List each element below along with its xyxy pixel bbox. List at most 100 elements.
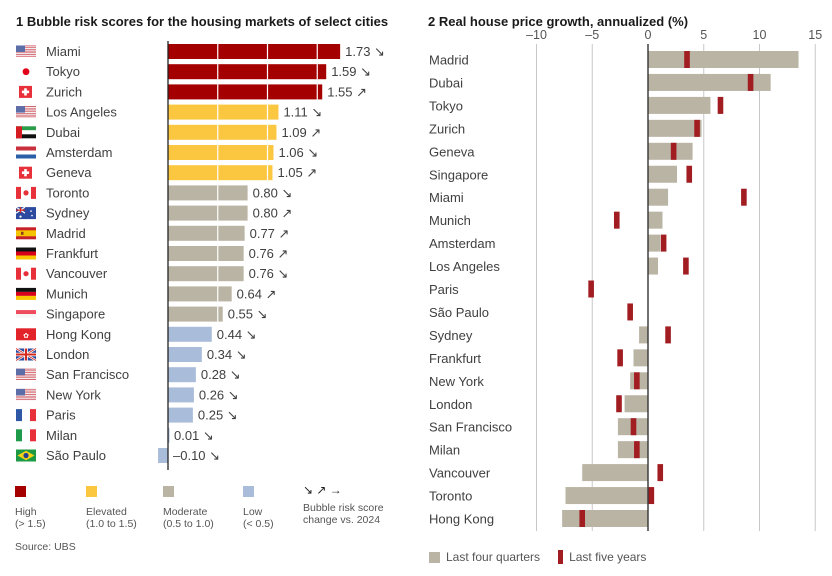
bar-row-geneva: Geneva 1.05 ↗ bbox=[19, 165, 317, 181]
city-label: Amsterdam bbox=[46, 145, 112, 160]
marker-last-five-years bbox=[660, 234, 667, 252]
flag-part bbox=[31, 267, 36, 280]
x-tick-label: 15 bbox=[808, 28, 822, 42]
flag-part bbox=[16, 291, 36, 296]
bar-row-singapore: Singapore 0.55 ↘ bbox=[16, 306, 268, 322]
flag-part bbox=[16, 267, 21, 280]
flag-part bbox=[16, 375, 36, 377]
city-label: London bbox=[46, 347, 89, 362]
marker-last-five-years bbox=[747, 73, 754, 91]
x-tick-label: 5 bbox=[700, 28, 707, 42]
flag-part bbox=[16, 429, 22, 442]
city-label: Los Angeles bbox=[429, 259, 500, 274]
bar-last-four-quarters bbox=[648, 96, 711, 114]
flag-part bbox=[16, 116, 36, 118]
flag-it-icon bbox=[16, 429, 36, 442]
bar-row-madrid: Madrid 0.77 ↗ bbox=[16, 225, 289, 241]
city-label: Geneva bbox=[429, 144, 475, 159]
city-label: Madrid bbox=[46, 226, 86, 241]
marker-last-five-years bbox=[634, 372, 640, 390]
bar-row-miami: Miami 1.73 ↘ bbox=[16, 44, 385, 59]
risk-bar bbox=[168, 427, 170, 443]
city-label: Madrid bbox=[429, 53, 469, 68]
legend-range-high: (> 1.5) bbox=[15, 518, 46, 530]
flag-part bbox=[16, 46, 36, 48]
growth-row-dubai: Dubai bbox=[429, 73, 771, 91]
city-label: San Francisco bbox=[46, 367, 129, 382]
flag-us-icon bbox=[16, 368, 36, 380]
risk-bar bbox=[168, 64, 327, 80]
bar-last-four-quarters bbox=[562, 510, 648, 527]
flag-part bbox=[16, 397, 36, 399]
flag-part bbox=[30, 210, 32, 212]
bar-last-four-quarters bbox=[582, 464, 648, 482]
flag-part bbox=[30, 409, 36, 422]
city-label: Dubai bbox=[429, 75, 463, 90]
city-label: Amsterdam bbox=[429, 236, 495, 251]
value-label: 1.05 ↗ bbox=[277, 165, 317, 180]
marker-last-five-years bbox=[717, 96, 724, 114]
city-label: Frankfurt bbox=[46, 246, 98, 261]
risk-bar bbox=[168, 347, 202, 362]
flag-part bbox=[16, 374, 36, 376]
arrow-legend-line2: change vs. 2024 bbox=[303, 514, 381, 526]
flag-part bbox=[21, 90, 30, 94]
city-label: Milan bbox=[46, 428, 77, 443]
value-label: 0.34 ↘ bbox=[207, 347, 247, 362]
flag-part bbox=[19, 215, 22, 218]
city-label: Singapore bbox=[46, 307, 105, 322]
flag-part bbox=[16, 112, 36, 114]
flag-part bbox=[16, 392, 36, 394]
city-label: São Paulo bbox=[429, 305, 489, 320]
flag-part bbox=[16, 295, 36, 300]
flag-part bbox=[16, 328, 36, 341]
city-label: Toronto bbox=[429, 489, 472, 504]
flag-part bbox=[16, 48, 36, 50]
flag-part bbox=[16, 391, 36, 393]
growth-row-sao-paulo: São Paulo bbox=[429, 303, 633, 321]
city-label: Vancouver bbox=[46, 266, 108, 281]
city-label: Singapore bbox=[429, 167, 488, 182]
bar-row-frankfurt: Frankfurt 0.76 ↗ bbox=[16, 246, 288, 261]
bubble-risk-chart: Miami 1.73 ↘ Tokyo 1.59 ↘ Zurich 1.55 ↗ Los An… bbox=[15, 41, 385, 470]
flag-part bbox=[21, 171, 30, 174]
flag-part bbox=[16, 112, 36, 113]
legend-range-elevated: (1.0 to 1.5) bbox=[86, 518, 137, 530]
flag-part bbox=[16, 108, 36, 110]
flag-part bbox=[16, 348, 36, 361]
marker-last-five-years bbox=[657, 464, 664, 482]
bar-last-four-quarters bbox=[648, 188, 669, 206]
legend-label-high: High bbox=[15, 506, 37, 518]
flag-part bbox=[16, 54, 36, 56]
flag-part bbox=[16, 396, 36, 398]
bar-row-vancouver: Vancouver 0.76 ↘ bbox=[16, 266, 288, 282]
flag-part bbox=[23, 190, 29, 196]
marker-last-five-years bbox=[630, 418, 637, 436]
value-label: 0.55 ↘ bbox=[228, 307, 268, 322]
chart2-title: 2 Real house price growth, annualized (%… bbox=[428, 14, 689, 29]
risk-bar bbox=[168, 145, 274, 160]
growth-row-paris: Paris bbox=[429, 280, 594, 298]
risk-bar bbox=[158, 448, 168, 463]
legend-low: Low (< 0.5) bbox=[243, 486, 274, 530]
flag-nl-icon bbox=[16, 146, 36, 159]
value-label: 1.11 ↘ bbox=[283, 105, 322, 120]
bar-row-sydney: Sydney 0.80 ↗ bbox=[15, 205, 292, 221]
flag-part bbox=[16, 369, 36, 371]
legend-swatch-low bbox=[243, 486, 254, 497]
growth-row-san-francisco: San Francisco bbox=[429, 418, 648, 436]
flag-part bbox=[16, 134, 36, 139]
flag-part bbox=[16, 45, 25, 52]
value-label: 1.73 ↘ bbox=[345, 44, 385, 59]
flag-part bbox=[16, 394, 36, 395]
risk-bar bbox=[168, 266, 244, 282]
value-label: 1.55 ↗ bbox=[327, 84, 367, 99]
bar-last-four-quarters bbox=[648, 73, 771, 91]
flag-es-icon bbox=[16, 227, 36, 240]
flag-part bbox=[16, 388, 36, 390]
value-label: 0.76 ↗ bbox=[249, 246, 289, 261]
city-label: Paris bbox=[46, 408, 76, 423]
marker-last-five-years bbox=[627, 303, 633, 321]
risk-bar bbox=[168, 306, 223, 322]
x-tick-label: –10 bbox=[526, 28, 547, 42]
